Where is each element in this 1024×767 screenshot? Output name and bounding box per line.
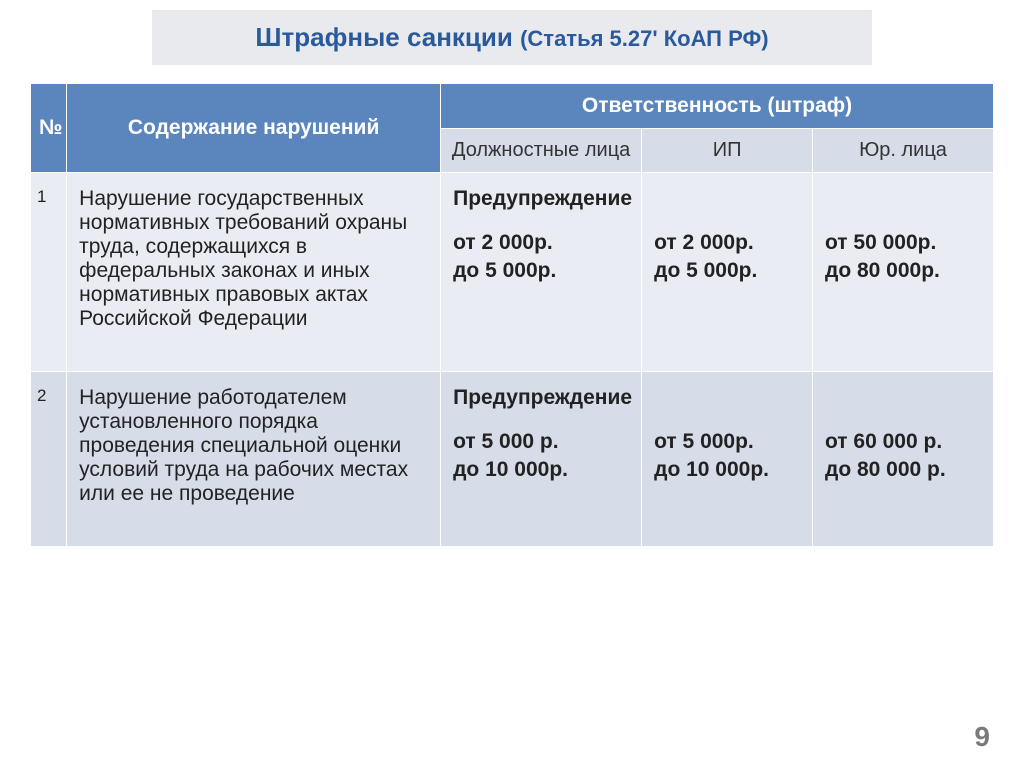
cell-ip: от 2 000р.до 5 000р. bbox=[642, 173, 813, 372]
fine-range: от 2 000р.до 5 000р. bbox=[654, 229, 800, 286]
penalties-table: № Содержание нарушений Ответственность (… bbox=[30, 83, 994, 547]
warning-label: Предупреждение bbox=[453, 187, 629, 211]
fine-range: от 5 000р.до 10 000р. bbox=[654, 428, 800, 485]
title-main: Штрафные санкции bbox=[255, 22, 520, 52]
title-sub: (Статья 5.27' КоАП РФ) bbox=[520, 26, 769, 51]
col-header-description: Содержание нарушений bbox=[67, 84, 441, 173]
page-title: Штрафные санкции (Статья 5.27' КоАП РФ) bbox=[152, 10, 872, 65]
cell-number: 2 bbox=[31, 372, 67, 547]
table-row: 1 Нарушение государственных нормативных … bbox=[31, 173, 994, 372]
cell-number: 1 bbox=[31, 173, 67, 372]
col-header-ip: ИП bbox=[642, 129, 813, 173]
fine-range: от 50 000р.до 80 000р. bbox=[825, 229, 981, 286]
cell-description: Нарушение работодателем установленного п… bbox=[67, 372, 441, 547]
page-number: 9 bbox=[974, 721, 990, 753]
col-header-officials: Должностные лица bbox=[441, 129, 642, 173]
col-header-jur: Юр. лица bbox=[813, 129, 994, 173]
table-row: 2 Нарушение работодателем установленного… bbox=[31, 372, 994, 547]
col-header-number: № bbox=[31, 84, 67, 173]
col-header-responsibility: Ответственность (штраф) bbox=[441, 84, 994, 129]
cell-jur: от 50 000р.до 80 000р. bbox=[813, 173, 994, 372]
fine-range: от 60 000 р.до 80 000 р. bbox=[825, 428, 981, 485]
cell-officials: Предупреждение от 2 000р.до 5 000р. bbox=[441, 173, 642, 372]
warning-label: Предупреждение bbox=[453, 386, 629, 410]
cell-jur: от 60 000 р.до 80 000 р. bbox=[813, 372, 994, 547]
cell-description: Нарушение государственных нормативных тр… bbox=[67, 173, 441, 372]
fine-range: от 5 000 р.до 10 000р. bbox=[453, 430, 568, 481]
cell-officials: Предупреждение от 5 000 р.до 10 000р. bbox=[441, 372, 642, 547]
fine-range: от 2 000р.до 5 000р. bbox=[453, 231, 556, 282]
cell-ip: от 5 000р.до 10 000р. bbox=[642, 372, 813, 547]
